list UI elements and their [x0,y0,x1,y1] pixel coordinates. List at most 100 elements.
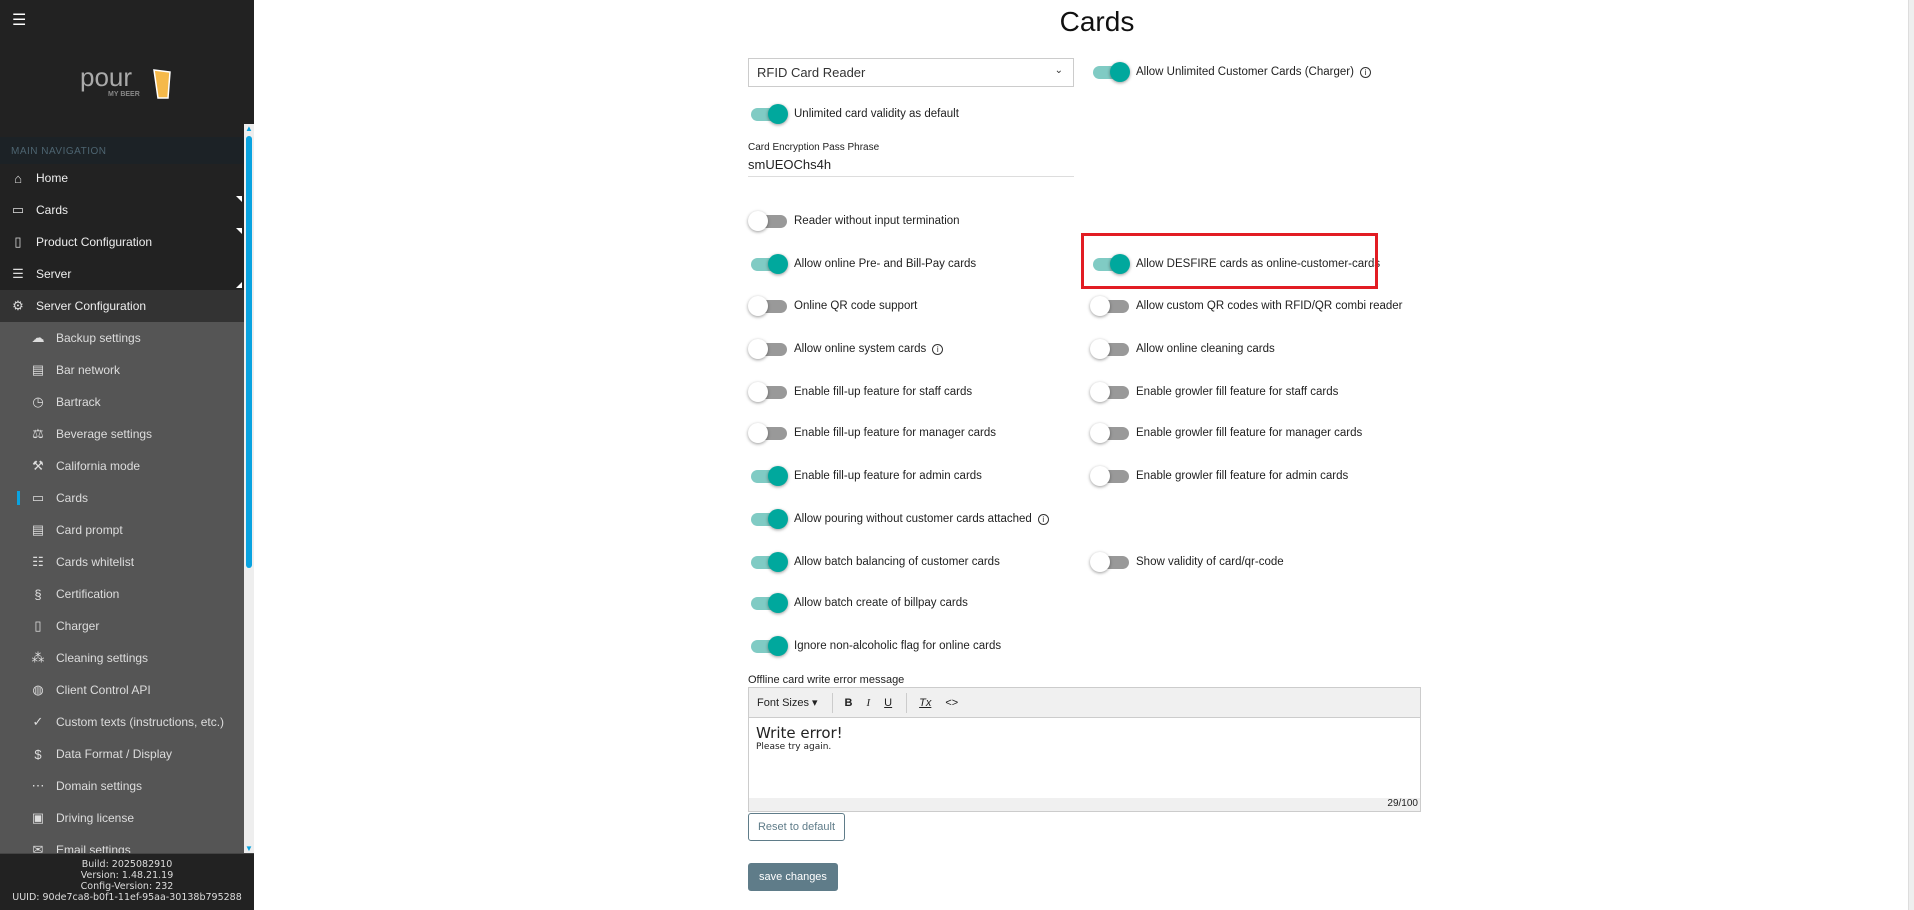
save-changes-button[interactable]: save changes [748,863,838,891]
toggle-row-enable-growler-fill-feature-for-staff-cards: Enable growler fill feature for staff ca… [1090,381,1338,403]
toggle-row-allow-desfire-cards-as-online-customer-cards: Allow DESFIRE cards as online-customer-c… [1090,253,1380,275]
sidebar-item-cards[interactable]: ▭ Cards [0,482,244,514]
toggle-label: Ignore non-alcoholic flag for online car… [794,640,1002,652]
home-icon: ⌂ [14,170,22,186]
scroll-up-icon[interactable]: ▲ [245,124,253,133]
toggle-switch[interactable] [1090,253,1130,275]
italic-icon[interactable]: I [866,696,871,709]
char-counter: 29/100 [749,798,1420,811]
sidebar-item-custom-texts-instructions-etc[interactable]: ✓ Custom texts (instructions, etc.) [0,706,244,738]
sidebar-item-beverage-settings[interactable]: ⚖ Beverage settings [0,418,244,450]
toggle-switch[interactable] [748,295,788,317]
sidebar-scrollbar[interactable]: ▲ ▼ [244,124,254,853]
sidebar-item-label: Certification [56,587,120,601]
build-info: Build: 2025082910 Version: 1.48.21.19 Co… [0,853,254,910]
sidebar-item-label: Server Configuration [36,299,147,313]
sidebar-item-label: Charger [56,619,100,633]
passphrase-input[interactable]: smUEOChs4h [748,155,1074,177]
toggle-switch[interactable] [748,508,788,530]
toggle-label: Enable fill-up feature for admin cards [794,470,982,482]
client-control-api-icon: ◍ [32,682,44,697]
toggle-switch[interactable] [1090,465,1130,487]
toggle-switch[interactable] [748,210,788,232]
code-view-icon[interactable]: <> [945,696,959,709]
build-number: Build: 2025082910 [81,859,173,870]
svg-text:pour: pour [80,62,132,92]
toggle-switch[interactable] [1090,551,1130,573]
sidebar-item-product-configuration[interactable]: ▯ Product Configuration [0,226,244,258]
sidebar-item-card-prompt[interactable]: ▤ Card prompt [0,514,244,546]
toggle-switch[interactable] [748,551,788,573]
sidebar-item-home[interactable]: ⌂ Home [0,162,244,194]
toggle-label: Enable growler fill feature for admin ca… [1136,470,1349,482]
toggle-switch[interactable] [748,253,788,275]
toggle-switch[interactable] [748,635,788,657]
page-title: Cards [1059,6,1135,37]
rich-text-editor: Font Sizes ▾ B I U Tx <> Write error! Pl… [748,687,1421,812]
toggle-switch[interactable] [1090,295,1130,317]
version: Version: 1.48.21.19 [80,870,174,881]
sidebar-item-cards[interactable]: ▭ Cards [0,194,244,226]
toggle-row-reader-without-input-termination: Reader without input termination [748,210,960,232]
sidebar-item-data-format-display[interactable]: $ Data Format / Display [0,738,244,770]
info-icon[interactable]: i [932,343,944,355]
sidebar-item-server[interactable]: ☰ Server [0,258,244,290]
toggle-row-allow-batch-create-of-billpay-cards: Allow batch create of billpay cards [748,592,968,614]
editor-label: Offline card write error message [748,674,905,686]
toggle-switch[interactable] [748,381,788,403]
sidebar-item-california-mode[interactable]: ⚒ California mode [0,450,244,482]
sidebar-item-domain-settings[interactable]: ⋯ Domain settings [0,770,244,802]
toggle-label: Allow batch balancing of customer cards [794,556,1000,568]
toggle-switch[interactable] [748,422,788,444]
sidebar-item-backup-settings[interactable]: ☁ Backup settings [0,322,244,354]
server-icon: ☰ [12,266,24,281]
toggle-switch[interactable] [1090,338,1130,360]
toggle-label: Online QR code support [794,300,918,312]
sidebar-item-client-control-api[interactable]: ◍ Client Control API [0,674,244,706]
info-icon[interactable]: i [1037,513,1049,525]
sidebar-item-label: Cards whitelist [56,555,135,569]
toggle-label: Enable fill-up feature for manager cards [794,427,996,439]
toggle-row-enable-fill-up-feature-for-manager-cards: Enable fill-up feature for manager cards [748,422,996,444]
sidebar-item-bar-network[interactable]: ▤ Bar network [0,354,244,386]
toggle-label: Enable fill-up feature for staff cards [794,386,973,398]
reader-type-select[interactable]: RFID Card Reader ⌄ [748,58,1074,87]
sidebar-item-bartrack[interactable]: ◷ Bartrack [0,386,244,418]
toggle-switch[interactable] [748,103,788,125]
hamburger-icon[interactable]: ☰ [12,12,27,29]
sidebar-item-certification[interactable]: § Certification [0,578,244,610]
clear-format-icon[interactable]: Tx [919,696,932,709]
sidebar-item-server-configuration[interactable]: ⚙ Server Configuration [0,290,244,322]
toggle-switch[interactable] [748,465,788,487]
bold-icon[interactable]: B [844,696,853,709]
page-scrollbar[interactable] [1908,0,1914,910]
sidebar-item-driving-license[interactable]: ▣ Driving license [0,802,244,834]
scrollbar-thumb[interactable] [246,136,252,568]
font-sizes-dropdown[interactable]: Font Sizes ▾ [757,697,818,709]
expand-indicator-icon [236,282,242,288]
sidebar-item-cards-whitelist[interactable]: ☷ Cards whitelist [0,546,244,578]
domain-settings-icon: ⋯ [31,778,45,793]
toggle-row-online-qr-code-support: Online QR code support [748,295,917,317]
toggle-switch[interactable] [1090,61,1130,83]
toggle-switch[interactable] [748,338,788,360]
toggle-switch[interactable] [748,592,788,614]
info-icon[interactable]: i [1359,66,1371,78]
beverage-settings-icon: ⚖ [32,426,44,441]
sidebar-item-label: Data Format / Display [56,747,173,761]
sidebar-item-cleaning-settings[interactable]: ⁂ Cleaning settings [0,642,244,674]
underline-icon[interactable]: U [884,696,893,709]
sidebar-item-label: Beverage settings [56,427,153,441]
toggle-label: Unlimited card validity as default [794,108,959,120]
expand-indicator-icon [236,196,242,202]
toggle-label: Enable growler fill feature for staff ca… [1136,386,1339,398]
editor-content[interactable]: Write error! Please try again. [749,718,1420,798]
toggle-switch[interactable] [1090,422,1130,444]
toggle-switch[interactable] [1090,381,1130,403]
sidebar-item-charger[interactable]: ▯ Charger [0,610,244,642]
scroll-down-icon[interactable]: ▼ [245,844,253,853]
toggle-row-enable-growler-fill-feature-for-admin-cards: Enable growler fill feature for admin ca… [1090,465,1348,487]
reset-to-default-button[interactable]: Reset to default [748,813,845,841]
data-format-display-icon: $ [34,746,42,762]
sidebar-item-label: Home [36,171,69,185]
